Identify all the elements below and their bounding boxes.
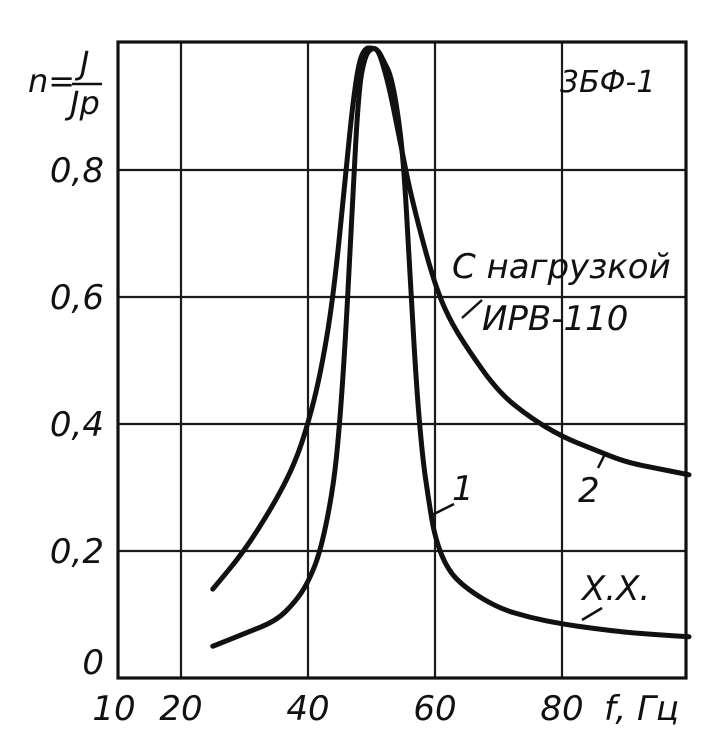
y-tick-label: 0,8 (50, 151, 104, 191)
curve-label-1: 1 (452, 469, 474, 509)
annotation-load-line2: ИРВ-110 (482, 299, 628, 339)
curve-label-2-leader (596, 455, 606, 469)
series-1-line (210, 46, 692, 649)
curve-label-1-leader (429, 502, 455, 518)
plot-frame (116, 40, 688, 680)
device-tag: 3БФ-1 (560, 65, 655, 100)
annotation-load-leader (461, 299, 483, 319)
curves (210, 45, 692, 649)
x-tick-label: 40 (286, 689, 329, 729)
annotation-load-line1: С нагрузкой (452, 247, 671, 287)
annotation-idle: Х.Х. (580, 569, 650, 609)
tick-labels: 10 20 40 60 80 0 0,2 0,4 0,6 0,8 (50, 151, 584, 729)
annotation-idle-leader (581, 606, 603, 622)
y-tick-label: 0 (82, 643, 104, 683)
curve-label-2: 2 (578, 471, 600, 511)
y-axis-label-lhs: n= (28, 62, 75, 100)
grid-lines (118, 42, 686, 678)
x-tick-label: 10 (92, 689, 135, 729)
y-tick-label: 0,4 (50, 405, 104, 445)
x-tick-label: 60 (413, 689, 456, 729)
x-tick-label: 80 (540, 689, 583, 729)
y-tick-label: 0,6 (50, 278, 104, 318)
x-axis-label: f, Гц (604, 689, 679, 729)
series-2-line (210, 45, 692, 592)
y-tick-label: 0,2 (50, 532, 104, 572)
y-axis-label-denominator: Jp (64, 84, 100, 122)
y-axis-label-numerator: J (74, 44, 89, 82)
x-tick-label: 20 (159, 689, 202, 729)
